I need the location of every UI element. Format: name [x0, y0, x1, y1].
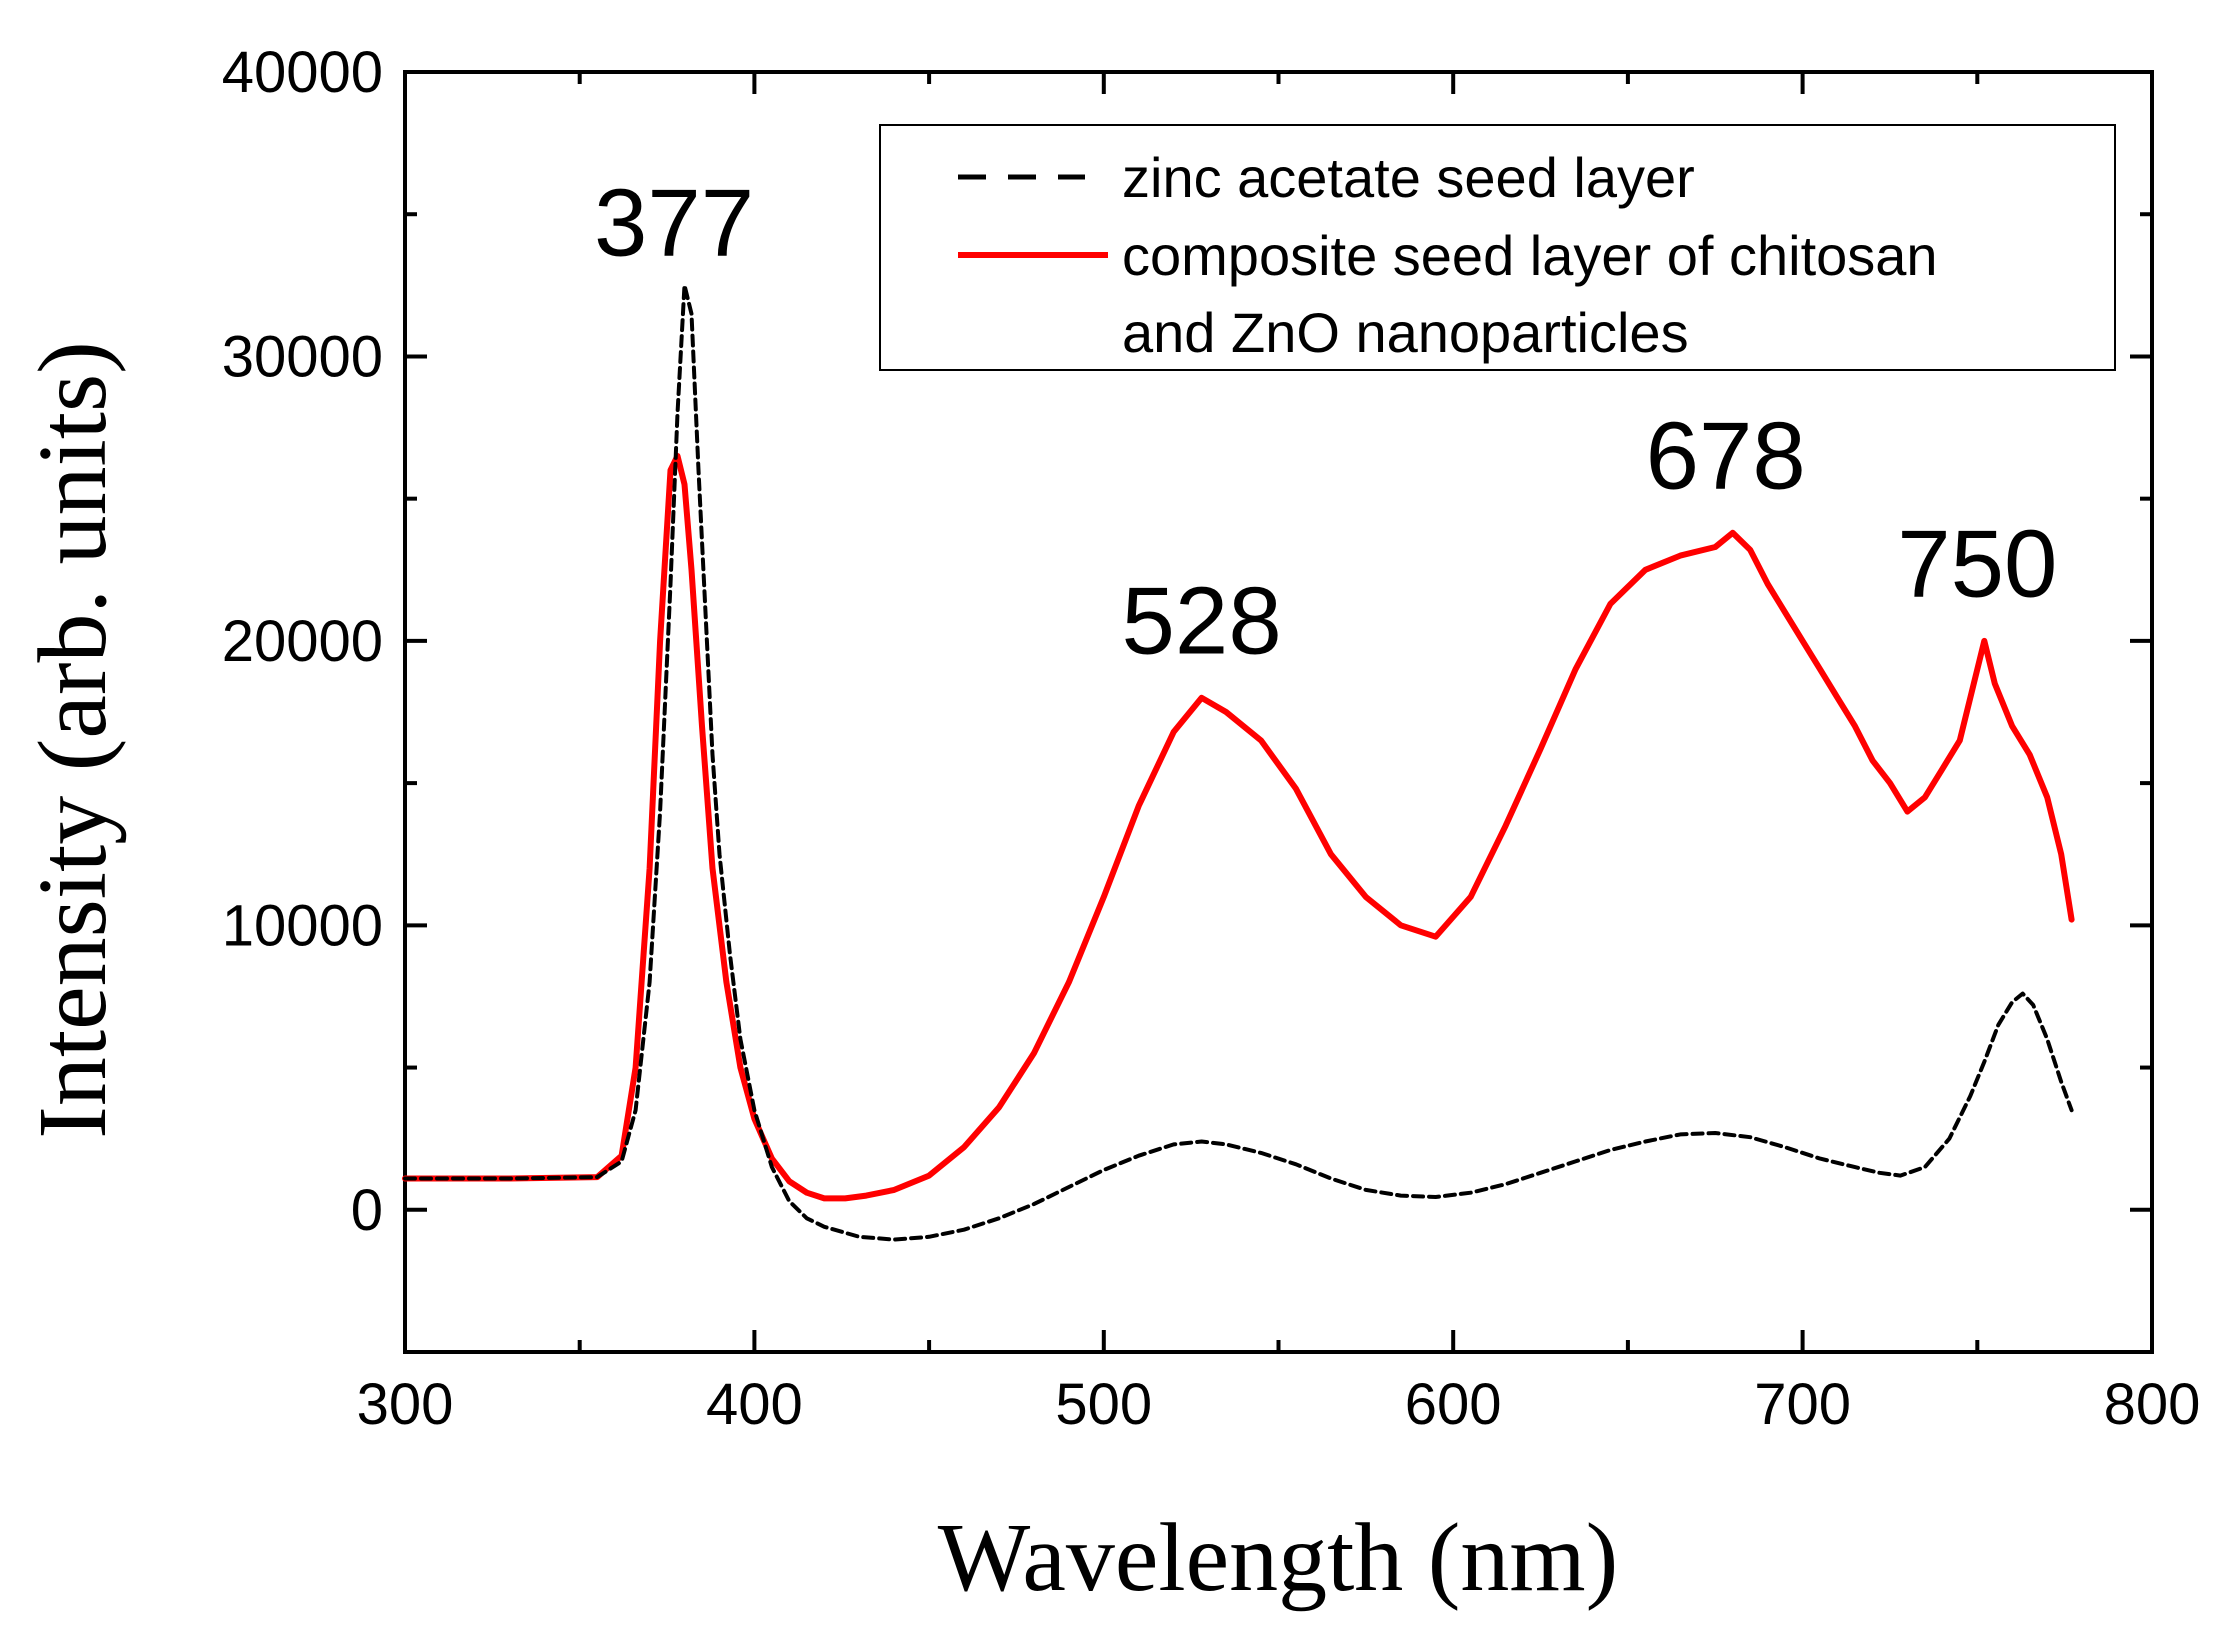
- peak-annotations: 377 528 678 750: [594, 169, 2057, 674]
- series-layer: [402, 283, 2075, 1242]
- y-tick-label: 0: [351, 1178, 383, 1243]
- legend-label-composite-line1: composite seed layer of chitosan: [1122, 224, 1938, 287]
- peak-label-750: 750: [1897, 511, 2057, 618]
- peak-label-377: 377: [594, 169, 754, 276]
- peak-label-678: 678: [1646, 403, 1806, 510]
- y-tick-label: 30000: [222, 324, 383, 389]
- axis-tick-labels: 300 400 500 600 700 800 0 10000 20000 30000 40000: [222, 40, 2201, 1437]
- x-tick-label: 800: [2104, 1372, 2201, 1437]
- x-tick-label: 400: [706, 1372, 803, 1437]
- legend-label-zinc-acetate: zinc acetate seed layer: [1122, 146, 1695, 209]
- x-tick-label: 300: [357, 1372, 454, 1437]
- x-tick-label: 600: [1405, 1372, 1502, 1437]
- y-tick-label: 10000: [222, 893, 383, 958]
- series-composite-line: [402, 453, 2075, 1202]
- legend: zinc acetate seed layer composite seed l…: [879, 124, 2116, 371]
- legend-box: [879, 124, 2116, 371]
- y-tick-label: 20000: [222, 609, 383, 674]
- peak-label-528: 528: [1122, 568, 1282, 675]
- series-zinc-acetate-line: [403, 283, 2074, 1242]
- y-axis-title: Intensity (arb. units): [19, 341, 127, 1138]
- x-axis-title: Wavelength (nm): [938, 1504, 1619, 1612]
- x-tick-label: 500: [1055, 1372, 1152, 1437]
- y-tick-label: 40000: [222, 40, 383, 105]
- legend-label-composite-line2: and ZnO nanoparticles: [1122, 301, 1689, 364]
- x-tick-label: 700: [1754, 1372, 1851, 1437]
- axis-ticks: [403, 70, 2154, 1354]
